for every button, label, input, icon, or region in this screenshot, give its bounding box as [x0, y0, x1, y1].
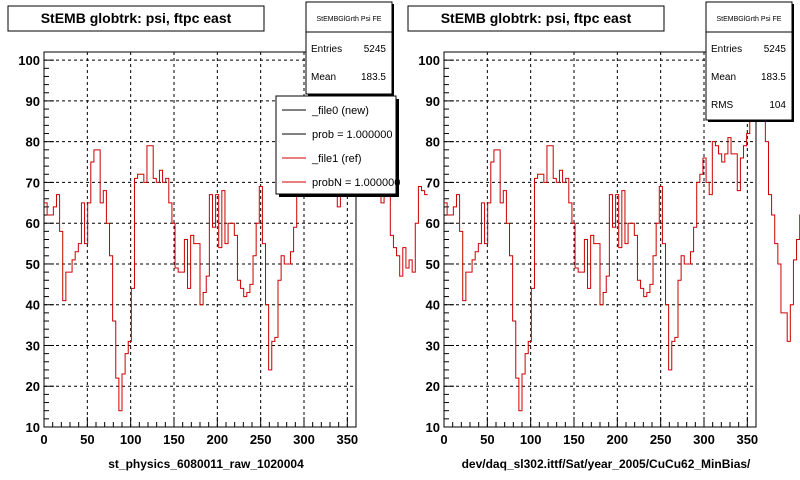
y-tick-label: 50 — [26, 257, 40, 272]
x-axis-label: st_physics_6080011_raw_1020004 — [108, 457, 304, 471]
x-tick-label: 0 — [40, 432, 47, 447]
y-tick-label: 60 — [26, 216, 40, 231]
y-tick-label: 100 — [418, 53, 440, 68]
stats-value: 5245 — [764, 44, 787, 55]
stats-box: StEMBGlGrth Psi FE Entries 5245 Mean 183.5 — [305, 1, 394, 96]
legend-label: _file0 (new) — [311, 105, 369, 117]
y-tick-label: 20 — [26, 379, 40, 394]
y-tick-label: 20 — [426, 379, 440, 394]
legend-frame — [275, 95, 397, 195]
chart-title: StEMB globtrk: psi, ftpc east — [41, 10, 232, 26]
y-tick-label: 50 — [426, 257, 440, 272]
legend: _file0 (new) prob = 1.000000 _file1 (ref) p… — [275, 95, 400, 197]
x-tick-label: 250 — [250, 432, 272, 447]
x-tick-label: 150 — [563, 432, 585, 447]
chart-panel-1: 0 50 100 150 200 250 300 350 10 20 30 40 50 60 70 80 90 1… — [7, 1, 428, 471]
legend-label: prob = 1.000000 — [312, 129, 392, 141]
y-tick-label: 40 — [426, 298, 440, 313]
x-tick-label: 350 — [336, 432, 358, 447]
x-tick-label: 100 — [520, 432, 542, 447]
y-tick-label: 80 — [426, 135, 440, 150]
stats-label: RMS — [711, 100, 734, 111]
x-tick-label: 50 — [80, 432, 94, 447]
y-tick-label: 90 — [426, 94, 440, 109]
y-tick-label: 40 — [26, 298, 40, 313]
stats-label: Mean — [711, 72, 736, 83]
x-tick-label: 50 — [480, 432, 494, 447]
y-tick-label: 30 — [426, 338, 440, 353]
chart-panel-2: 0 50 100 150 200 250 300 350 10 20 30 40 50 60 70 80 90 1… — [407, 1, 800, 471]
stats-value: 183.5 — [761, 72, 786, 83]
y-tick-label: 70 — [426, 175, 440, 190]
legend-label: _file1 (ref) — [311, 153, 362, 165]
title-box — [7, 5, 265, 32]
stats-value: 183.5 — [361, 72, 386, 83]
y-tick-label: 30 — [26, 338, 40, 353]
y-tick-label: 10 — [426, 420, 440, 435]
legend-label: probN = 1.000000 — [312, 177, 400, 189]
x-tick-label: 200 — [606, 432, 628, 447]
y-tick-label: 100 — [18, 53, 40, 68]
title-box — [407, 5, 665, 32]
chart-title: StEMB globtrk: psi, ftpc east — [441, 10, 632, 26]
stats-value: 5245 — [364, 44, 387, 55]
x-tick-label: 0 — [440, 432, 447, 447]
y-tick-label: 10 — [26, 420, 40, 435]
x-tick-label: 200 — [206, 432, 228, 447]
x-tick-label: 250 — [650, 432, 672, 447]
stats-frame — [305, 1, 393, 95]
stats-label: Entries — [311, 44, 342, 55]
stats-header: StEMBGlGrth Psi FE — [317, 16, 382, 23]
stats-box: StEMBGlGrth Psi FE Entries 5245 Mean 183.5 RM… — [705, 1, 794, 122]
y-tick-label: 60 — [426, 216, 440, 231]
stats-header: StEMBGlGrth Psi FE — [717, 16, 782, 23]
y-tick-label: 90 — [26, 94, 40, 109]
y-tick-label: 70 — [26, 175, 40, 190]
x-tick-label: 350 — [736, 432, 758, 447]
x-tick-label: 300 — [693, 432, 715, 447]
y-tick-label: 80 — [26, 135, 40, 150]
x-tick-label: 150 — [163, 432, 185, 447]
x-tick-label: 300 — [293, 432, 315, 447]
stats-frame — [705, 1, 793, 121]
x-tick-label: 100 — [120, 432, 142, 447]
stats-label: Entries — [711, 44, 742, 55]
stats-value: 104 — [769, 100, 786, 111]
x-axis-label: dev/daq_sl302.ittf/Sat/year_2005/CuCu62_… — [462, 457, 751, 471]
stats-label: Mean — [311, 72, 336, 83]
